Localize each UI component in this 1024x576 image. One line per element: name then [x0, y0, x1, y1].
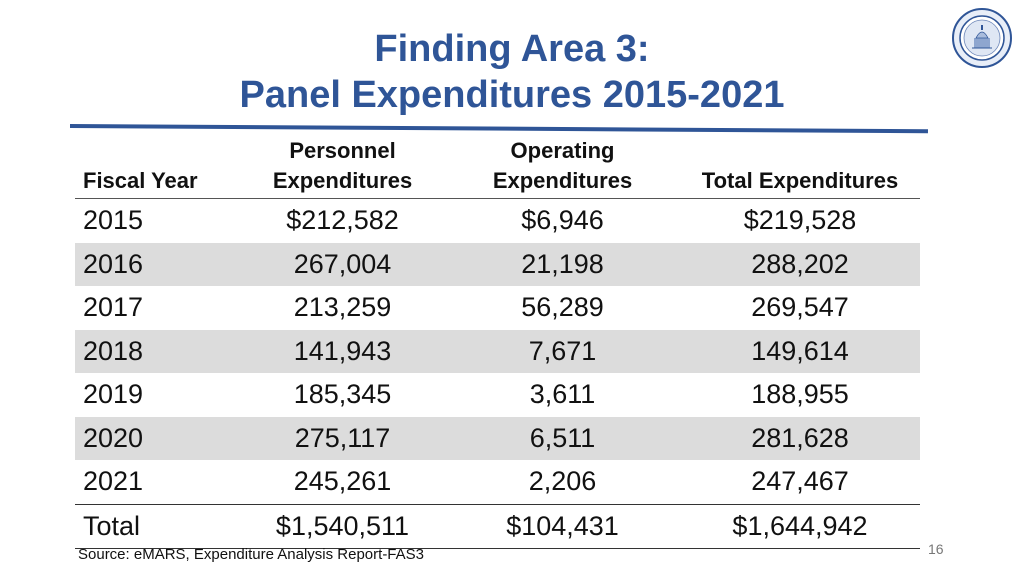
cell-operating: 2,206	[528, 466, 597, 497]
header-fiscal-year: Fiscal Year	[75, 132, 240, 199]
title-line-1: Finding Area 3:	[374, 28, 650, 70]
header-operating-line-1: Operating	[510, 138, 615, 163]
cell-year: 2017	[83, 292, 144, 323]
cell-total: 247,467	[751, 466, 849, 497]
header-personnel-line-1: Personnel	[289, 138, 396, 163]
table-header-row: Fiscal Year Personnel Expenditures Opera…	[75, 132, 920, 199]
table-row: 2016 267,004 21,198 288,202	[75, 242, 920, 286]
cell-total: 269,547	[751, 292, 849, 323]
cell-year: 2018	[75, 329, 240, 373]
table-row: 2021 245,261 2,206 247,467	[75, 460, 920, 504]
cell-personnel: 245,261	[293, 466, 392, 497]
cell-year: 2020	[75, 416, 240, 460]
cell-total-personnel: $1,540,511	[240, 503, 445, 549]
cell-total-label: Total	[75, 503, 240, 549]
cell-year: 2019	[83, 379, 144, 410]
header-operating-line-2: Expenditures	[492, 168, 633, 193]
cell-year: 2015	[83, 205, 144, 236]
table-row: 2019 185,345 3,611 188,955	[75, 373, 920, 417]
title-line-2: Panel Expenditures 2015-2021	[239, 74, 785, 116]
cell-grand-total: $1,644,942	[680, 503, 920, 549]
source-note: Source: eMARS, Expenditure Analysis Repo…	[78, 546, 424, 563]
table-row: 2015 $212,582 $6,946 $219,528	[75, 199, 920, 243]
header-personnel: Personnel Expenditures	[240, 132, 445, 199]
cell-operating: 3,611	[529, 379, 596, 410]
cell-operating: $6,946	[521, 205, 604, 236]
total-row: Total $1,540,511 $104,431 $1,644,942	[75, 503, 920, 549]
cell-year: 2016	[75, 242, 240, 286]
cell-personnel: 141,943	[240, 329, 445, 373]
state-seal-icon	[952, 8, 1012, 68]
page-number: 16	[928, 541, 944, 557]
cell-personnel: 213,259	[293, 292, 392, 323]
cell-operating: 21,198	[445, 242, 680, 286]
cell-operating: 7,671	[445, 329, 680, 373]
header-operating: Operating Expenditures	[445, 132, 680, 199]
cell-year: 2021	[83, 466, 144, 497]
cell-total: 288,202	[680, 242, 920, 286]
cell-operating: 6,511	[445, 416, 680, 460]
cell-total: 281,628	[680, 416, 920, 460]
cell-total-operating: $104,431	[445, 503, 680, 549]
cell-operating: 56,289	[521, 292, 604, 323]
table-row: 2018 141,943 7,671 149,614	[75, 329, 920, 373]
header-personnel-line-2: Expenditures	[272, 168, 413, 193]
slide-title: Finding Area 3: Panel Expenditures 2015-…	[0, 26, 1024, 118]
cell-total: 188,955	[751, 379, 849, 410]
cell-total: $219,528	[743, 205, 857, 236]
cell-personnel: 185,345	[293, 379, 392, 410]
header-total: Total Expenditures	[680, 132, 920, 199]
expenditures-table: Fiscal Year Personnel Expenditures Opera…	[75, 132, 920, 549]
table-row: 2017 213,259 56,289 269,547	[75, 286, 920, 330]
cell-total: 149,614	[680, 329, 920, 373]
cell-personnel: $212,582	[286, 205, 399, 236]
cell-personnel: 275,117	[240, 416, 445, 460]
table-row: 2020 275,117 6,511 281,628	[75, 416, 920, 460]
cell-personnel: 267,004	[240, 242, 445, 286]
